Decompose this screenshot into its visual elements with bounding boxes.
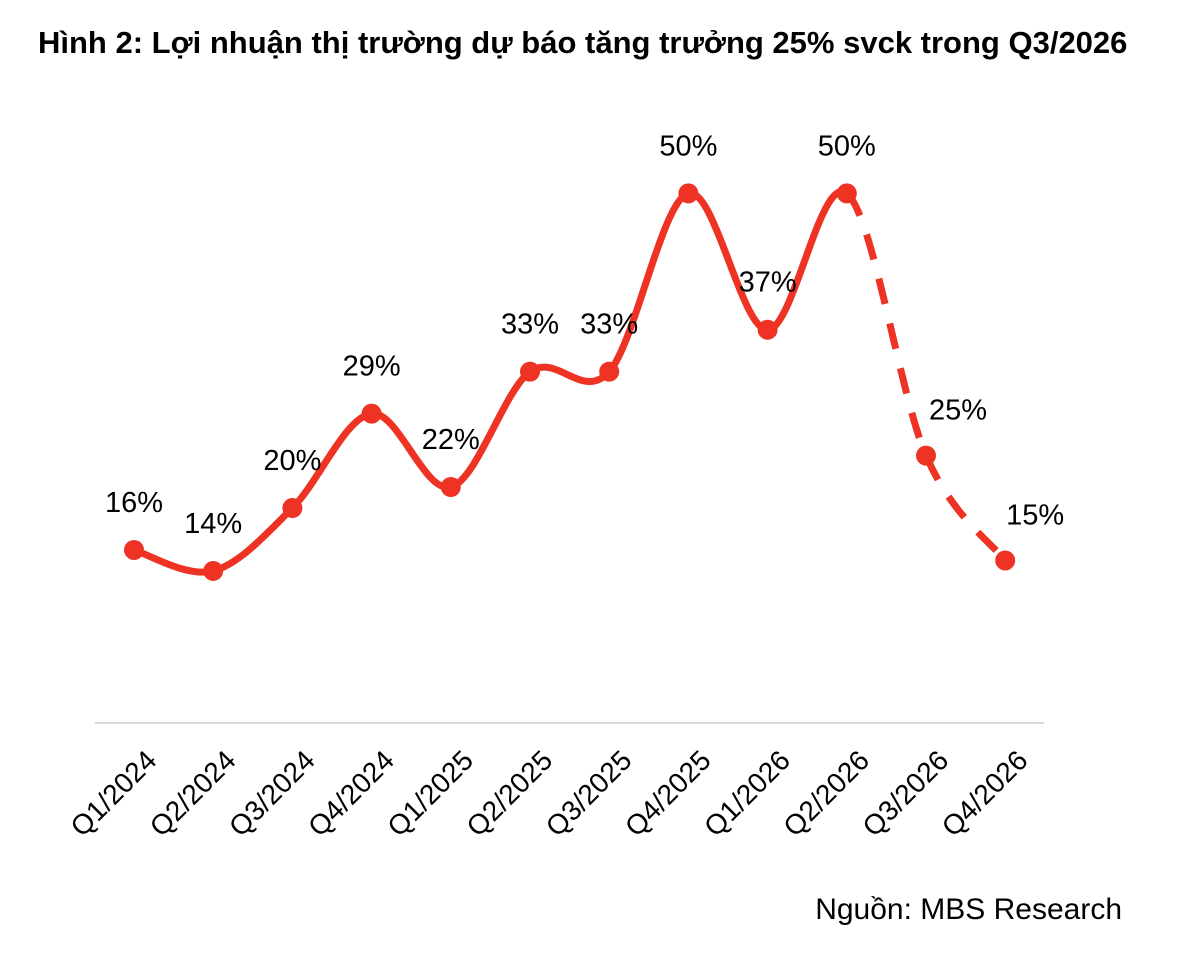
data-point-q4-2024 <box>362 404 382 424</box>
x-tick-q2-2026: Q2/2026 <box>777 744 875 842</box>
data-point-q3-2024 <box>282 498 302 518</box>
x-tick-q1-2024: Q1/2024 <box>65 744 163 842</box>
x-tick-q2-2024: Q2/2024 <box>144 744 242 842</box>
data-point-q4-2025 <box>678 183 698 203</box>
data-point-q1-2024 <box>124 540 144 560</box>
data-label-q3-2025: 33% <box>580 309 638 341</box>
data-label-q3-2024: 20% <box>263 445 321 477</box>
x-tick-q3-2025: Q3/2025 <box>540 744 638 842</box>
x-tick-q1-2026: Q1/2026 <box>698 744 796 842</box>
x-tick-q1-2025: Q1/2025 <box>381 744 479 842</box>
data-label-q4-2026: 15% <box>1006 499 1064 531</box>
data-point-q3-2025 <box>599 362 619 382</box>
x-tick-labels-group: Q1/2024Q2/2024Q3/2024Q4/2024Q1/2025Q2/20… <box>65 744 1034 842</box>
data-label-q2-2024: 14% <box>184 508 242 540</box>
data-label-q2-2026: 50% <box>818 130 876 162</box>
x-tick-q4-2026: Q4/2026 <box>936 744 1034 842</box>
x-tick-q3-2024: Q3/2024 <box>223 744 321 842</box>
data-point-q4-2026 <box>995 550 1015 570</box>
data-labels-group: 16% 14% 20% 29% 22% 33% 33% 50% 37% 50% 25% 15% <box>105 130 1064 540</box>
data-label-q1-2026: 37% <box>739 267 797 299</box>
data-point-q3-2026 <box>916 446 936 466</box>
data-point-q1-2026 <box>758 320 778 340</box>
data-label-q1-2024: 16% <box>105 487 163 519</box>
data-point-q2-2024 <box>203 561 223 581</box>
x-tick-q3-2026: Q3/2026 <box>857 744 955 842</box>
data-label-q4-2025: 50% <box>659 130 717 162</box>
data-label-q4-2024: 29% <box>343 351 401 383</box>
x-tick-q4-2025: Q4/2025 <box>619 744 717 842</box>
data-label-q3-2026: 25% <box>929 395 987 427</box>
data-point-q1-2025 <box>441 477 461 497</box>
data-point-q2-2025 <box>520 362 540 382</box>
points-group <box>124 183 1015 581</box>
data-point-q2-2026 <box>837 183 857 203</box>
series-group <box>134 191 1005 572</box>
data-label-q2-2025: 33% <box>501 309 559 341</box>
series-line-forecast <box>847 193 1005 560</box>
x-tick-q4-2024: Q4/2024 <box>302 744 400 842</box>
data-label-q1-2025: 22% <box>422 424 480 456</box>
x-tick-q2-2025: Q2/2025 <box>461 744 559 842</box>
source-note: Nguồn: MBS Research <box>815 893 1122 927</box>
